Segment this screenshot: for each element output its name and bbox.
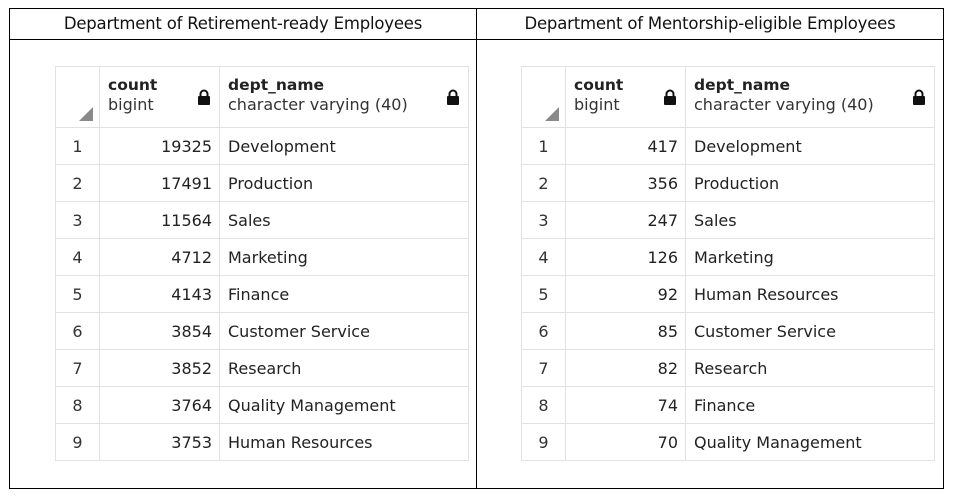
dept-name-cell[interactable]: Finance	[685, 386, 935, 424]
table-row[interactable]: 1 19325 Development	[55, 127, 469, 165]
table-row[interactable]: 3 11564 Sales	[55, 201, 469, 239]
lock-icon	[913, 89, 925, 105]
table-row[interactable]: 4 4712 Marketing	[55, 238, 469, 276]
row-number: 8	[521, 386, 566, 424]
row-number: 5	[521, 275, 566, 313]
row-number: 4	[521, 238, 566, 276]
count-cell[interactable]: 3753	[99, 423, 220, 461]
row-number: 9	[521, 423, 566, 461]
column-type: bigint	[574, 95, 620, 114]
table-row[interactable]: 4 126 Marketing	[521, 238, 935, 276]
count-cell[interactable]: 92	[565, 275, 686, 313]
count-cell[interactable]: 85	[565, 312, 686, 350]
row-number: 6	[55, 312, 100, 350]
table-row[interactable]: 8 74 Finance	[521, 386, 935, 424]
dept-name-cell[interactable]: Marketing	[219, 238, 469, 276]
panel-title: Department of Mentorship-eligible Employ…	[477, 9, 943, 40]
column-type: character varying (40)	[228, 95, 408, 114]
dept-name-cell[interactable]: Research	[219, 349, 469, 387]
grid-corner[interactable]	[55, 66, 100, 128]
column-name: count	[108, 76, 158, 94]
row-number: 2	[521, 164, 566, 202]
dept-name-cell[interactable]: Human Resources	[219, 423, 469, 461]
lock-icon	[664, 89, 676, 105]
table-row[interactable]: 9 70 Quality Management	[521, 423, 935, 461]
table-row[interactable]: 9 3753 Human Resources	[55, 423, 469, 461]
dept-name-cell[interactable]: Research	[685, 349, 935, 387]
row-number: 3	[55, 201, 100, 239]
lock-icon	[198, 89, 210, 105]
table-row[interactable]: 7 82 Research	[521, 349, 935, 387]
count-cell[interactable]: 11564	[99, 201, 220, 239]
table-row[interactable]: 1 417 Development	[521, 127, 935, 165]
row-number: 9	[55, 423, 100, 461]
table-row[interactable]: 2 356 Production	[521, 164, 935, 202]
table-row[interactable]: 5 92 Human Resources	[521, 275, 935, 313]
row-number: 3	[521, 201, 566, 239]
column-type: bigint	[108, 95, 154, 114]
dept-name-cell[interactable]: Production	[219, 164, 469, 202]
row-number: 1	[521, 127, 566, 165]
column-header-dept-name[interactable]: dept_name character varying (40)	[685, 66, 935, 128]
table-row[interactable]: 3 247 Sales	[521, 201, 935, 239]
panel-mentorship: Department of Mentorship-eligible Employ…	[477, 9, 943, 488]
lock-icon	[447, 89, 459, 105]
row-number: 8	[55, 386, 100, 424]
dept-name-cell[interactable]: Development	[685, 127, 935, 165]
count-cell[interactable]: 247	[565, 201, 686, 239]
table-row[interactable]: 5 4143 Finance	[55, 275, 469, 313]
count-cell[interactable]: 356	[565, 164, 686, 202]
count-cell[interactable]: 3854	[99, 312, 220, 350]
column-type: character varying (40)	[694, 95, 874, 114]
column-name: dept_name	[228, 76, 325, 94]
count-cell[interactable]: 3852	[99, 349, 220, 387]
dept-name-cell[interactable]: Customer Service	[219, 312, 469, 350]
count-cell[interactable]: 74	[565, 386, 686, 424]
results-grid: count bigint dept_name character varying…	[55, 66, 469, 461]
table-row[interactable]: 7 3852 Research	[55, 349, 469, 387]
column-name: count	[574, 76, 624, 94]
table-row[interactable]: 6 85 Customer Service	[521, 312, 935, 350]
comparison-frame: Department of Retirement-ready Employees…	[9, 8, 944, 489]
dept-name-cell[interactable]: Sales	[685, 201, 935, 239]
column-header-dept-name[interactable]: dept_name character varying (40)	[219, 66, 469, 128]
row-number: 7	[521, 349, 566, 387]
count-cell[interactable]: 19325	[99, 127, 220, 165]
table-row[interactable]: 8 3764 Quality Management	[55, 386, 469, 424]
panel-title: Department of Retirement-ready Employees	[10, 9, 476, 40]
row-number: 5	[55, 275, 100, 313]
count-cell[interactable]: 82	[565, 349, 686, 387]
count-cell[interactable]: 4143	[99, 275, 220, 313]
dept-name-cell[interactable]: Quality Management	[219, 386, 469, 424]
panel-retirement: Department of Retirement-ready Employees…	[10, 9, 477, 488]
count-cell[interactable]: 70	[565, 423, 686, 461]
count-cell[interactable]: 4712	[99, 238, 220, 276]
sort-corner-icon	[545, 107, 559, 121]
dept-name-cell[interactable]: Finance	[219, 275, 469, 313]
dept-name-cell[interactable]: Marketing	[685, 238, 935, 276]
row-number: 6	[521, 312, 566, 350]
count-cell[interactable]: 126	[565, 238, 686, 276]
dept-name-cell[interactable]: Quality Management	[685, 423, 935, 461]
results-grid: count bigint dept_name character varying…	[521, 66, 935, 461]
dept-name-cell[interactable]: Human Resources	[685, 275, 935, 313]
column-header-count[interactable]: count bigint	[565, 66, 686, 128]
sort-corner-icon	[79, 107, 93, 121]
dept-name-cell[interactable]: Customer Service	[685, 312, 935, 350]
dept-name-cell[interactable]: Production	[685, 164, 935, 202]
grid-corner[interactable]	[521, 66, 566, 128]
table-row[interactable]: 2 17491 Production	[55, 164, 469, 202]
dept-name-cell[interactable]: Sales	[219, 201, 469, 239]
row-number: 2	[55, 164, 100, 202]
row-number: 4	[55, 238, 100, 276]
count-cell[interactable]: 3764	[99, 386, 220, 424]
row-number: 1	[55, 127, 100, 165]
count-cell[interactable]: 417	[565, 127, 686, 165]
table-row[interactable]: 6 3854 Customer Service	[55, 312, 469, 350]
row-number: 7	[55, 349, 100, 387]
column-header-count[interactable]: count bigint	[99, 66, 220, 128]
count-cell[interactable]: 17491	[99, 164, 220, 202]
column-name: dept_name	[694, 76, 791, 94]
dept-name-cell[interactable]: Development	[219, 127, 469, 165]
